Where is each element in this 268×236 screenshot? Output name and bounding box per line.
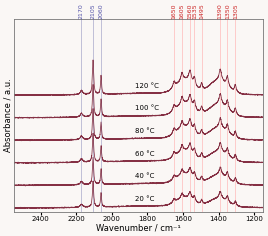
Text: 1305: 1305 xyxy=(233,4,238,19)
Text: 1605: 1605 xyxy=(180,4,185,19)
Text: 1390: 1390 xyxy=(218,4,223,19)
Text: 60 °C: 60 °C xyxy=(135,151,154,157)
Text: 1560: 1560 xyxy=(188,4,192,19)
Y-axis label: Absorbance / a.u.: Absorbance / a.u. xyxy=(3,79,13,152)
Text: 20 °C: 20 °C xyxy=(135,196,154,202)
Text: 1495: 1495 xyxy=(199,4,204,19)
Text: 120 °C: 120 °C xyxy=(135,83,159,89)
Text: 1650: 1650 xyxy=(172,4,177,19)
Text: 2105: 2105 xyxy=(91,4,96,19)
Text: 80 °C: 80 °C xyxy=(135,128,154,134)
Text: 2060: 2060 xyxy=(99,4,103,19)
Text: 40 °C: 40 °C xyxy=(135,173,154,179)
Text: 1535: 1535 xyxy=(192,4,197,19)
Text: 100 °C: 100 °C xyxy=(135,105,159,111)
Text: 1350: 1350 xyxy=(225,4,230,19)
Text: 2170: 2170 xyxy=(79,4,84,19)
X-axis label: Wavenumber / cm⁻¹: Wavenumber / cm⁻¹ xyxy=(96,223,181,232)
